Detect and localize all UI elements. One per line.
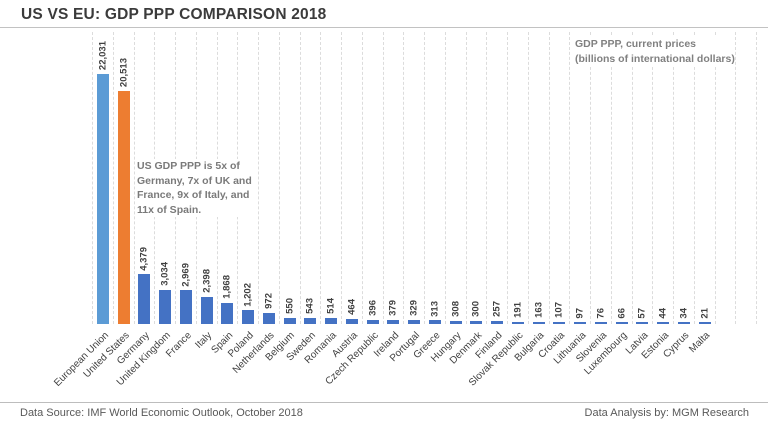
category-column: 66 Luxembourg (582, 32, 632, 377)
bar-value-label: 4,379 (138, 246, 150, 271)
bar-value-label: 379 (387, 299, 399, 316)
category-column: 34 Cyprus (661, 32, 694, 360)
bar-poland (242, 310, 255, 324)
bar-value-label: 57 (636, 307, 648, 319)
chart-title: US VS EU: GDP PPP COMPARISON 2018 (21, 6, 327, 23)
bar-italy (200, 296, 213, 324)
annotation-textbox: US GDP PPP is 5x of Germany, 7x of UK an… (137, 159, 253, 217)
footer-divider (0, 402, 768, 403)
bar-belgium (283, 317, 296, 324)
bar-value-label: 313 (429, 300, 441, 317)
bar-value-label: 97 (574, 307, 586, 319)
category-column: 972 Netherlands (231, 32, 279, 376)
category-column: 550 Belgium (264, 32, 300, 363)
category-column: 313 Greece (412, 32, 445, 361)
bar-france (179, 290, 192, 324)
bar-greece (428, 320, 441, 324)
bar-romania (325, 318, 338, 324)
bar-value-label: 329 (408, 300, 420, 317)
bar-value-label: 972 (263, 293, 275, 309)
bar-value-label: 191 (512, 301, 524, 318)
bar-sweden (304, 317, 317, 324)
title-divider (0, 27, 768, 28)
bar-value-label: 1,202 (242, 282, 254, 307)
category-column: 57 Latvia (624, 32, 653, 357)
bar-spain (221, 302, 234, 324)
category-column: 379 Ireland (372, 32, 404, 359)
bar-value-label: 3,034 (159, 261, 171, 286)
bar-bulgaria (532, 322, 545, 324)
category-column: 4,379 Germany (115, 32, 155, 367)
bar-slovak-republic (511, 321, 524, 324)
bar-value-label: 2,398 (201, 269, 213, 293)
category-column: 22,031 European Union (52, 32, 113, 389)
bar-value-label: 464 (346, 298, 358, 315)
category-column: 300 Denmark (448, 32, 487, 366)
bar-value-label: 2,969 (180, 262, 192, 287)
bar-united-states (117, 91, 130, 324)
bar-portugal (408, 320, 421, 324)
empty-column (714, 32, 736, 324)
bar-value-label: 1,868 (221, 275, 233, 299)
bar-finland (491, 321, 504, 324)
category-column: 20,513 United States (81, 32, 134, 380)
category-column: 257 Finland (474, 32, 507, 361)
bar-netherlands (262, 313, 275, 324)
bar-value-label: 543 (304, 297, 316, 314)
bar-luxembourg (615, 322, 628, 324)
bar-austria (345, 318, 358, 324)
axis-unit-note-line2: (billions of international dollars) (575, 53, 735, 65)
category-column: 464 Austria (330, 32, 362, 360)
bar-united-kingdom (159, 289, 172, 324)
bar-value-label: 163 (533, 302, 545, 319)
data-source-text: Data Source: IMF World Economic Outlook,… (20, 407, 303, 419)
bar-lithuania (574, 322, 587, 324)
category-column: 44 Estonia (640, 32, 673, 361)
bar-cyprus (677, 322, 690, 324)
category-column: 97 Lithuania (551, 32, 590, 366)
category-column: 21 Malta (687, 32, 715, 355)
category-column: 191 Slovak Republic (467, 32, 528, 388)
category-column: 329 Portugal (388, 32, 424, 364)
bar-slovenia (594, 322, 607, 324)
category-column: 308 Hungary (429, 32, 466, 365)
bar-value-label: 396 (367, 299, 379, 316)
bar-malta (698, 322, 711, 324)
bar-value-label: 257 (491, 301, 503, 318)
category-label: Malta (687, 330, 713, 356)
axis-unit-note: GDP PPP, current prices (billions of int… (575, 37, 735, 67)
bar-value-label: 300 (470, 300, 482, 317)
bar-value-label: 107 (553, 302, 565, 319)
bar-czech-republic (366, 319, 379, 324)
empty-column (735, 32, 756, 324)
bar-value-label: 44 (657, 307, 669, 319)
bar-value-label: 20,513 (118, 58, 130, 88)
bar-hungary (449, 320, 462, 324)
axis-unit-note-line1: GDP PPP, current prices (575, 38, 697, 50)
bar-value-label: 76 (595, 307, 607, 319)
bar-european-union (96, 74, 109, 324)
category-column: 396 Czech Republic (323, 32, 383, 387)
bar-value-label: 308 (450, 300, 462, 317)
data-analysis-text: Data Analysis by: MGM Research (584, 407, 749, 419)
category-column: 163 Bulgaria (513, 32, 549, 364)
bar-value-label: 34 (678, 307, 690, 319)
category-column: 107 Croatia (537, 32, 570, 361)
bar-croatia (553, 322, 566, 324)
bar-estonia (657, 322, 670, 324)
bar-denmark (470, 320, 483, 324)
bar-value-label: 22,031 (97, 40, 109, 70)
bar-latvia (636, 322, 649, 324)
bar-value-label: 66 (616, 307, 628, 319)
category-column: 543 Sweden (285, 32, 321, 363)
bar-value-label: 21 (699, 307, 711, 319)
bar-ireland (387, 319, 400, 324)
bar-value-label: 550 (284, 297, 296, 314)
category-column: 76 Slovenia (574, 32, 611, 365)
bar-germany (138, 274, 151, 324)
category-column: 514 Romania (303, 32, 341, 366)
bar-value-label: 514 (325, 298, 337, 315)
